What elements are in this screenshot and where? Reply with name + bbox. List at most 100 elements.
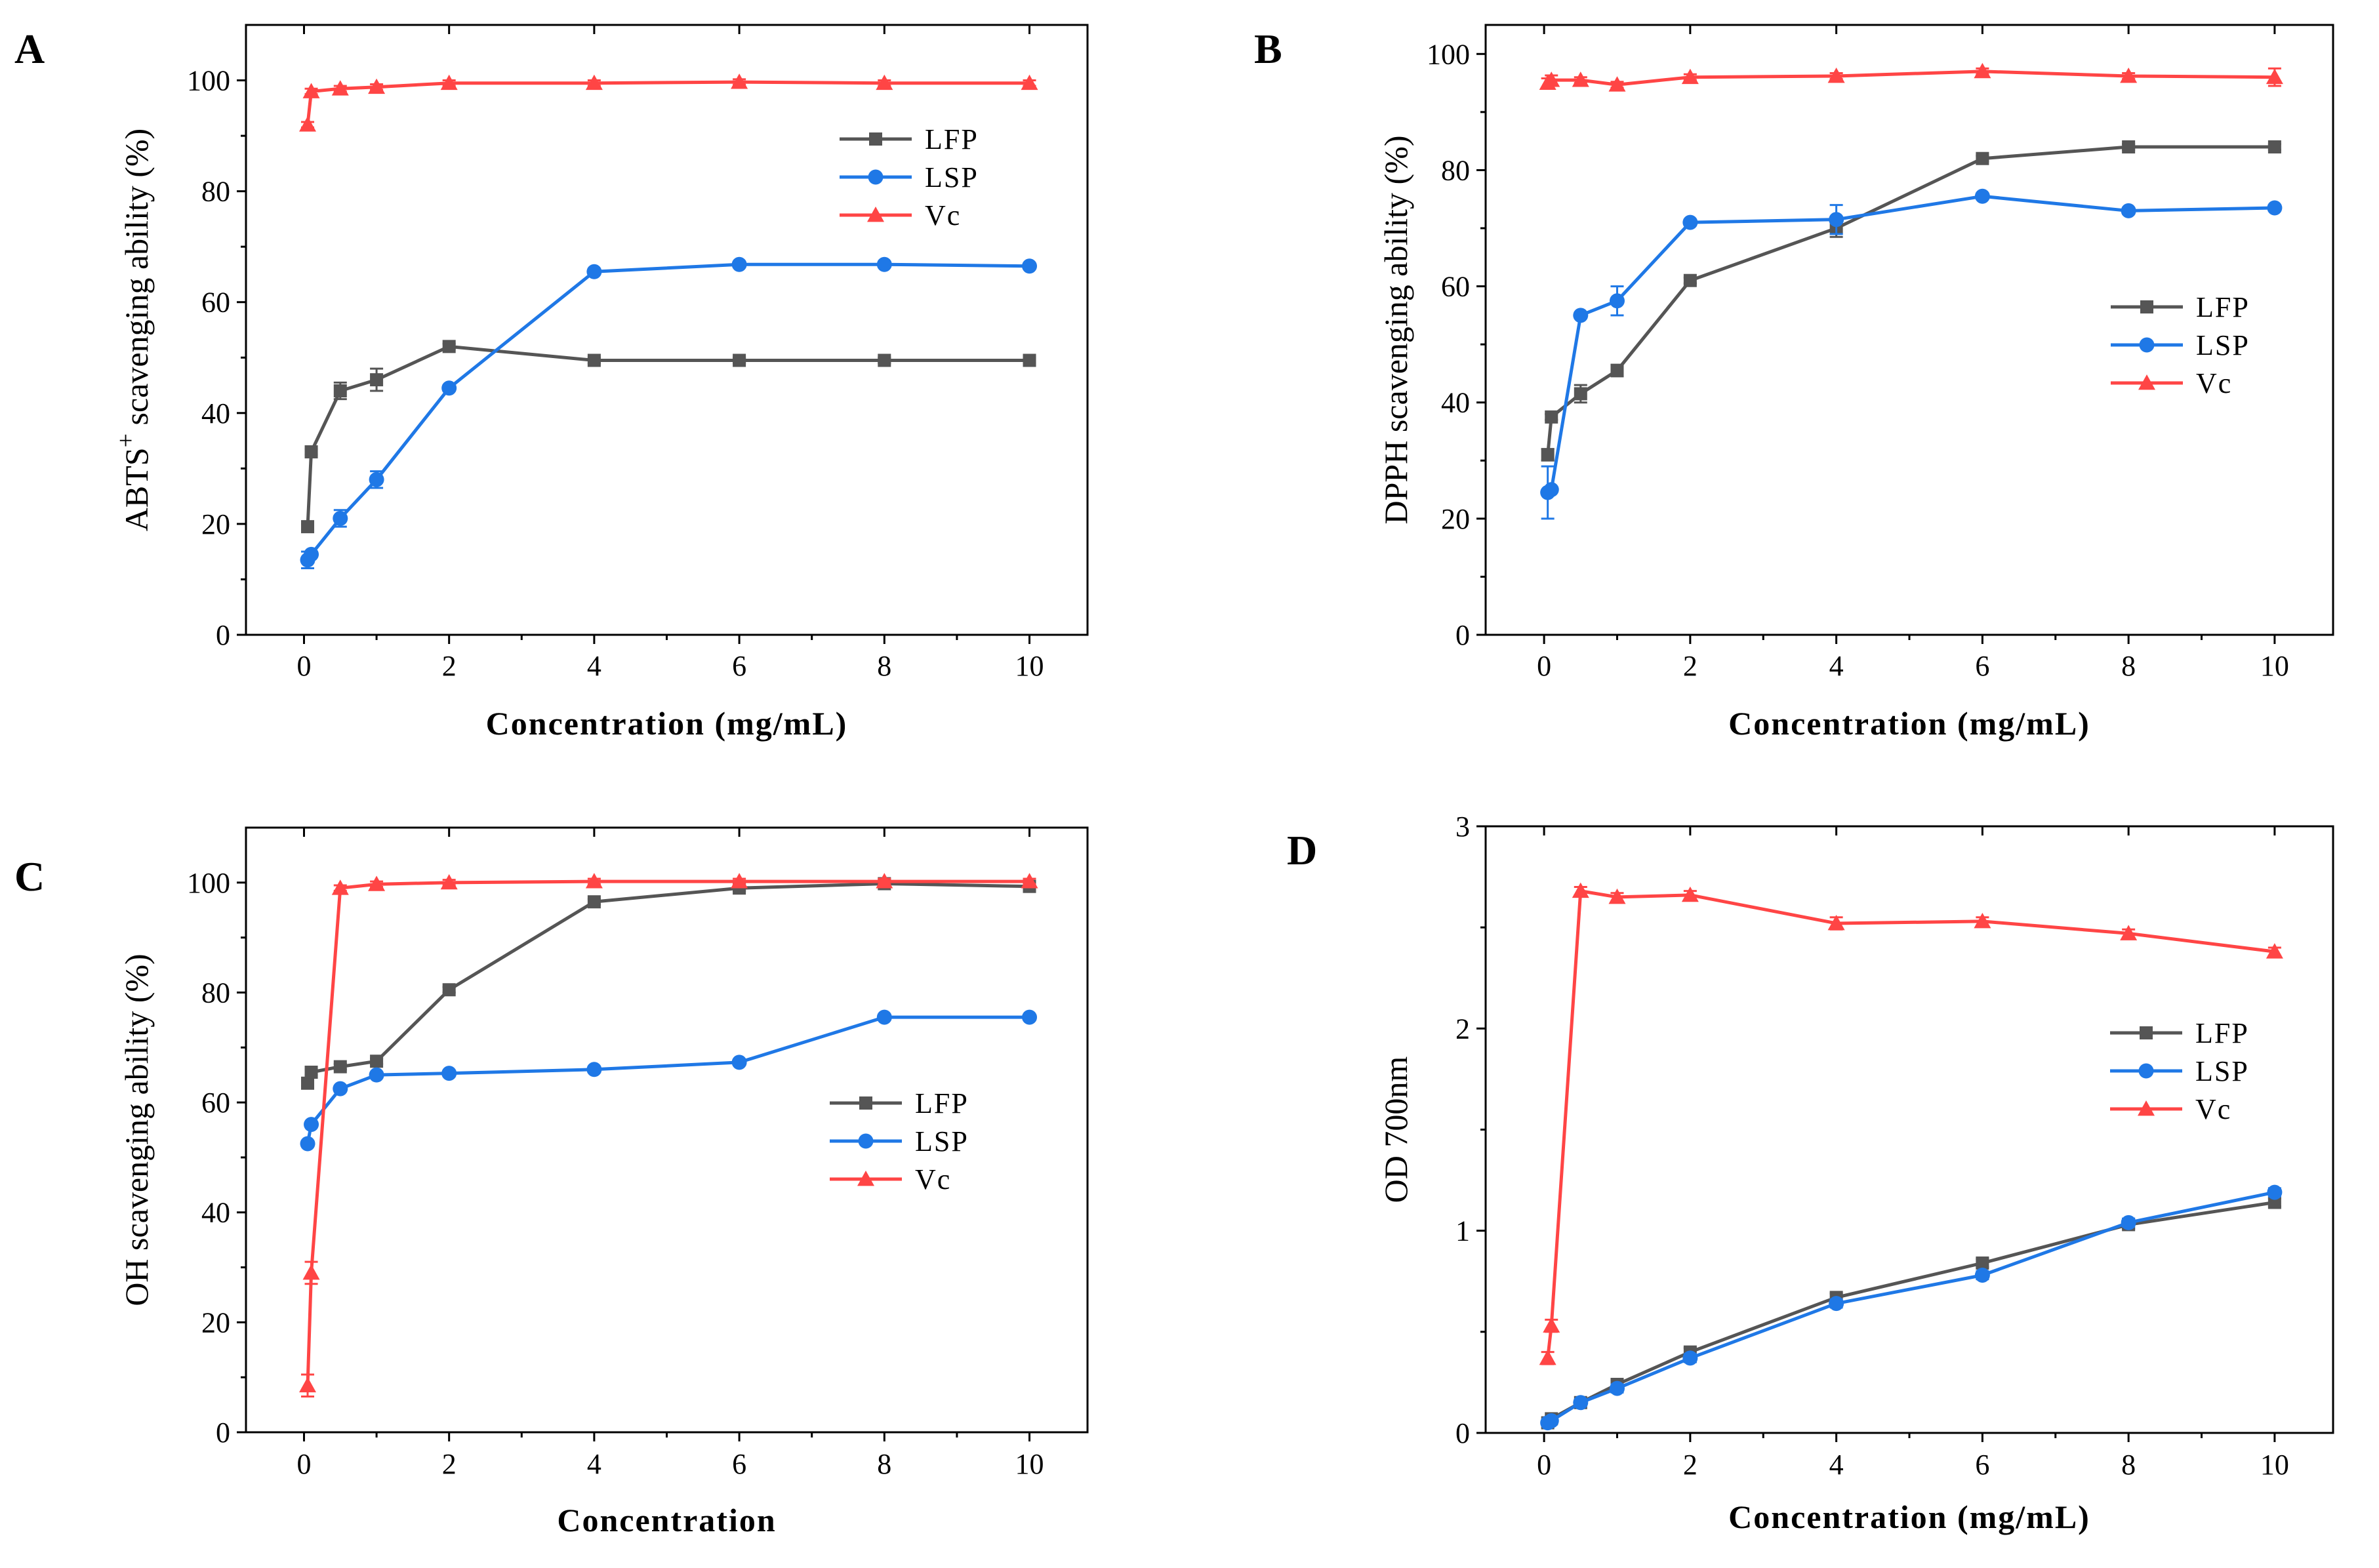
data-point-lsp <box>586 1062 602 1077</box>
series-lsp <box>1540 1184 2283 1431</box>
data-point-lfp <box>2267 140 2281 153</box>
x-tick-label: 4 <box>587 1448 601 1480</box>
series-lfp <box>301 877 1036 1090</box>
legend-marker-lsp <box>2139 337 2155 353</box>
data-point-lfp <box>1976 151 1989 165</box>
data-point-lfp <box>878 353 891 367</box>
y-tick-label: 20 <box>201 508 230 540</box>
data-point-lfp <box>2267 1196 2281 1209</box>
data-point-vc <box>331 80 349 96</box>
data-point-lsp <box>1609 1380 1625 1396</box>
x-tick-label: 10 <box>1015 650 1044 682</box>
data-point-vc <box>1827 67 1845 83</box>
x-tick-label: 2 <box>1683 1449 1698 1481</box>
panel-letter-a: A <box>14 26 45 72</box>
data-point-lfp <box>587 895 601 909</box>
y-tick-label: 0 <box>1455 619 1470 651</box>
panel-c: C 0 2 4 6 8 10 0 20 40 60 80 100 Concentration OH sca… <box>0 780 1181 1565</box>
data-point-lfp <box>304 1065 318 1079</box>
panel-letter-d: D <box>1287 827 1318 874</box>
series-lsp <box>1540 188 2283 520</box>
x-tick-label: 10 <box>1015 1448 1044 1480</box>
y-tick-label: 3 <box>1455 811 1470 843</box>
data-point-vc <box>1543 1317 1560 1333</box>
legend-marker-vc <box>2138 1100 2155 1116</box>
legend-label-lsp: LSP <box>2195 1055 2249 1087</box>
series-line-lfp <box>1546 145 2275 455</box>
data-point-lsp <box>2267 1184 2283 1200</box>
y-tick-label: 20 <box>1441 503 1470 535</box>
y-tick-label: 60 <box>1441 271 1470 303</box>
data-point-lfp <box>301 520 315 534</box>
data-point-vc <box>1572 71 1589 87</box>
data-point-lsp <box>731 256 747 272</box>
data-point-lsp <box>1829 1296 1844 1312</box>
data-point-lsp <box>1682 1350 1698 1366</box>
x-tick-label: 8 <box>877 650 891 682</box>
x-tick-label: 2 <box>1683 650 1698 682</box>
data-point-vc <box>331 879 349 895</box>
y-tick-label: 0 <box>216 1417 230 1449</box>
legend-label-lfp: LFP <box>925 123 979 155</box>
data-point-lsp <box>369 1067 384 1083</box>
series-line-lsp <box>1547 1190 2275 1424</box>
y-axis-label: OD 700nm <box>1377 1056 1414 1203</box>
legend-label-lsp: LSP <box>2196 329 2250 361</box>
data-point-lsp <box>333 1081 348 1096</box>
data-point-lsp <box>1573 1395 1589 1411</box>
series-lsp <box>300 1009 1038 1152</box>
data-point-vc <box>299 116 317 132</box>
data-point-lsp <box>300 1136 315 1152</box>
x-axis-label: Concentration (mg/mL) <box>1728 705 2090 742</box>
data-point-lfp <box>442 983 456 997</box>
data-point-lsp <box>2121 1215 2136 1230</box>
series-lfp <box>1541 1196 2281 1430</box>
panel-b: B 0 2 4 6 8 10 0 20 40 60 80 100 Concentration (mg/m… <box>1181 0 2379 780</box>
data-point-lfp <box>370 1055 384 1068</box>
y-tick-label: 40 <box>1441 387 1470 419</box>
data-point-lfp <box>1976 1256 1989 1270</box>
y-tick-label: 80 <box>201 176 230 208</box>
chart-d: 0 2 4 6 8 10 0 1 2 3 Concentration (mg/mL) OD 700nm… <box>1377 811 2334 1535</box>
data-point-lsp <box>1022 1009 1038 1025</box>
x-tick-label: 4 <box>1829 1449 1844 1481</box>
legend-label-vc: Vc <box>925 199 961 231</box>
data-point-lsp <box>441 1066 457 1081</box>
data-point-vc <box>585 873 603 889</box>
y-tick-label: 2 <box>1455 1013 1470 1045</box>
panel-letter-b: B <box>1254 26 1282 72</box>
y-tick-label: 100 <box>187 867 230 899</box>
series-lfp <box>1541 140 2281 462</box>
legend-label-lfp: LFP <box>2195 1017 2249 1049</box>
y-tick-label: 40 <box>201 397 230 430</box>
legend-label-lsp: LSP <box>915 1125 969 1157</box>
data-point-lfp <box>1541 448 1555 462</box>
data-point-lsp <box>304 546 319 562</box>
data-point-lsp <box>586 264 602 279</box>
legend-marker-vc <box>867 207 884 222</box>
data-point-lsp <box>304 1117 319 1133</box>
series-vc <box>299 873 1038 1398</box>
data-point-lfp <box>333 1060 347 1074</box>
data-point-lfp <box>304 445 318 458</box>
y-tick-label: 60 <box>201 1087 230 1119</box>
legend-label-vc: Vc <box>915 1163 951 1196</box>
y-tick-label: 20 <box>201 1306 230 1338</box>
x-tick-label: 6 <box>1975 650 1989 682</box>
x-tick-label: 4 <box>587 650 601 682</box>
legend-label-vc: Vc <box>2195 1093 2231 1125</box>
legend-marker-lfp <box>2140 300 2153 313</box>
data-point-vc <box>440 874 458 890</box>
data-point-lsp <box>1543 1413 1559 1428</box>
x-tick-label: 8 <box>877 1448 891 1480</box>
data-point-lfp <box>1610 364 1624 377</box>
data-point-lsp <box>1829 212 1844 228</box>
data-point-vc <box>1608 888 1626 904</box>
legend: LFP LSP Vc <box>2111 291 2250 399</box>
series-line-lsp <box>306 262 1030 561</box>
y-tick-label: 80 <box>1441 154 1470 186</box>
data-point-vc <box>1539 1349 1556 1365</box>
data-point-lsp <box>1022 258 1038 274</box>
y-tick-label: 80 <box>201 976 230 1009</box>
